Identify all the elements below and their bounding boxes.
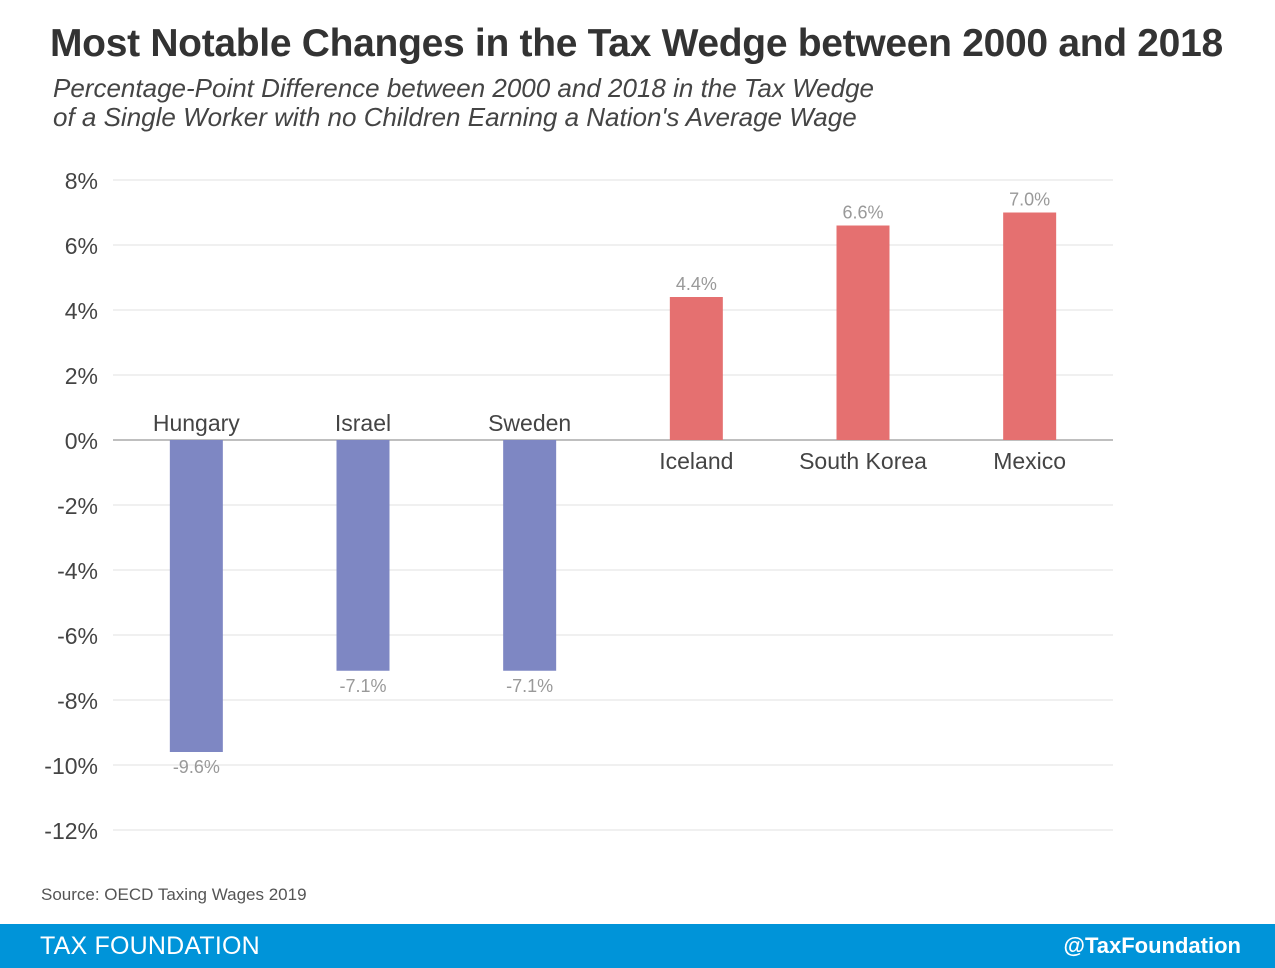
data-label: 4.4% <box>676 274 717 294</box>
category-label: South Korea <box>799 448 927 474</box>
y-tick-label: -8% <box>57 688 98 714</box>
data-label: -7.1% <box>339 676 386 696</box>
chart-subtitle: Percentage-Point Difference between 2000… <box>53 74 953 132</box>
bar <box>503 440 557 671</box>
bars <box>169 212 1057 752</box>
data-label: 6.6% <box>842 203 883 223</box>
y-tick-label: -6% <box>57 623 98 649</box>
y-tick-label: 0% <box>65 428 98 454</box>
category-label: Sweden <box>488 410 571 436</box>
category-label: Iceland <box>659 448 733 474</box>
y-axis-ticks: 8% 6% 4% 2% 0% -2% -4% -6% -8% -10% -12% <box>44 168 98 844</box>
subtitle-line-1: Percentage-Point Difference between 2000… <box>53 73 875 103</box>
gridlines <box>113 179 1113 831</box>
category-label: Mexico <box>993 448 1066 474</box>
data-label: 7.0% <box>1009 190 1050 210</box>
data-labels: -9.6% -7.1% -7.1% 4.4% 6.6% 7.0% <box>173 190 1050 778</box>
y-tick-label: -2% <box>57 493 98 519</box>
y-tick-label: 4% <box>65 298 98 324</box>
category-label: Israel <box>335 410 391 436</box>
category-labels: Hungary Israel Sweden Iceland South Korea Mex… <box>153 410 1066 474</box>
y-tick-label: 2% <box>65 363 98 389</box>
bar <box>169 440 223 752</box>
data-label: -7.1% <box>506 676 553 696</box>
bar <box>1003 212 1057 440</box>
bar <box>669 297 723 440</box>
bar <box>836 225 890 440</box>
subtitle-line-2: of a Single Worker with no Children Earn… <box>53 102 857 132</box>
social-handle[interactable]: @TaxFoundation <box>1063 933 1241 958</box>
y-tick-label: -12% <box>44 818 98 844</box>
footer-bar: TAX FOUNDATION @TaxFoundation <box>0 924 1275 968</box>
data-label: -9.6% <box>173 757 220 777</box>
y-tick-label: -4% <box>57 558 98 584</box>
bar-chart: 8% 6% 4% 2% 0% -2% -4% -6% -8% -10% -12% -9.6% -7.1… <box>44 168 1113 844</box>
chart-title: Most Notable Changes in the Tax Wedge be… <box>50 22 1223 65</box>
bar <box>336 440 390 671</box>
brand-name: TAX FOUNDATION <box>40 932 260 960</box>
source-note: Source: OECD Taxing Wages 2019 <box>41 885 307 904</box>
y-tick-label: 8% <box>65 168 98 194</box>
y-tick-label: -10% <box>44 753 98 779</box>
y-tick-label: 6% <box>65 233 98 259</box>
category-label: Hungary <box>153 410 240 436</box>
